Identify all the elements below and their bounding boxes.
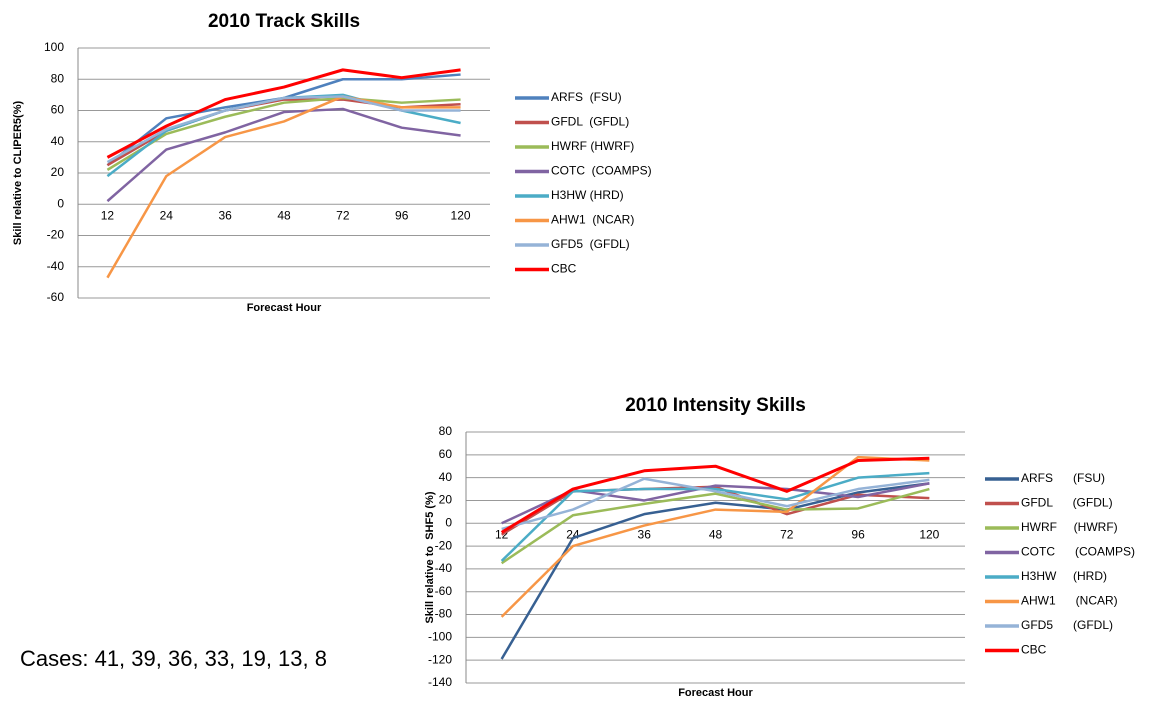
series-line [500,456,930,534]
x-tick-label: 96 [851,527,865,541]
legend-label: HWRF (HWRF) [1021,520,1118,534]
series-line [106,68,461,159]
y-tick-label: -60 [435,584,453,598]
legend-label: ARFS (FSU) [551,90,622,104]
y-tick-label: -120 [428,652,452,666]
x-tick-label: 96 [395,208,409,222]
y-axis-title: Skill relative to CLIPER5(%) [12,101,24,246]
legend-label: AHW1 (NCAR) [551,213,634,227]
y-tick-label: -100 [428,630,452,644]
y-tick-label: 0 [57,196,64,210]
y-tick-label: 80 [51,71,65,85]
legend-label: H3HW (HRD) [1021,569,1107,583]
legend-label: GFDL (GFDL) [551,115,629,129]
series-line [500,487,930,565]
legend-label: GFD5 (GFDL) [1021,618,1113,632]
series-line [501,477,930,531]
x-tick-label: 36 [218,208,232,222]
y-tick-label: -40 [47,259,65,273]
series-line [106,95,461,279]
x-tick-label: 120 [919,527,939,541]
y-axis-title: Skill relative to SHF5 (%) [424,491,436,623]
y-tick-label: -40 [435,561,453,575]
series-line [106,107,461,203]
x-tick-label: 36 [638,527,652,541]
y-tick-label: 80 [439,424,453,438]
x-axis-title: Forecast Hour [247,302,322,314]
x-tick-label: 72 [336,208,350,222]
legend-label: GFD5 (GFDL) [551,237,630,251]
y-tick-label: -80 [435,607,453,621]
x-tick-label: 120 [451,208,471,222]
y-tick-label: -140 [428,675,452,689]
legend-label: CBC [551,262,577,276]
legend-label: AHW1 (NCAR) [1021,594,1118,608]
y-tick-label: 20 [439,493,453,507]
x-tick-label: 72 [780,527,794,541]
legend-label: H3HW (HRD) [551,188,624,202]
x-tick-label: 24 [160,208,174,222]
x-tick-label: 48 [709,527,723,541]
y-tick-label: 20 [51,165,65,179]
series-line [106,95,461,164]
y-tick-label: 40 [51,134,65,148]
chart-title: 2010 Intensity Skills [625,395,806,416]
y-tick-label: 40 [439,470,453,484]
x-axis-title: Forecast Hour [678,687,753,699]
y-tick-label: -20 [435,538,453,552]
y-tick-label: 60 [439,447,453,461]
x-tick-label: 12 [101,208,115,222]
series-line [500,455,930,618]
x-tick-label: 48 [277,208,291,222]
y-tick-label: 0 [445,515,452,529]
legend-label: HWRF (HWRF) [551,139,634,153]
series-line [500,471,930,562]
legend-label: COTC (COAMPS) [551,164,652,178]
y-tick-label: 60 [51,103,65,117]
series-line [500,482,930,660]
legend-label: CBC [1021,643,1047,657]
cases-note: Cases: 41, 39, 36, 33, 19, 13, 8 [20,646,327,671]
y-tick-label: -20 [47,228,65,242]
legend-label: ARFS (FSU) [1021,471,1105,485]
y-tick-label: 100 [44,40,64,54]
legend-label: GFDL (GFDL) [1021,496,1113,510]
series-line [106,96,461,171]
y-tick-label: -60 [47,290,65,304]
chart-title: 2010 Track Skills [208,11,360,32]
legend-label: COTC (COAMPS) [1021,545,1135,559]
